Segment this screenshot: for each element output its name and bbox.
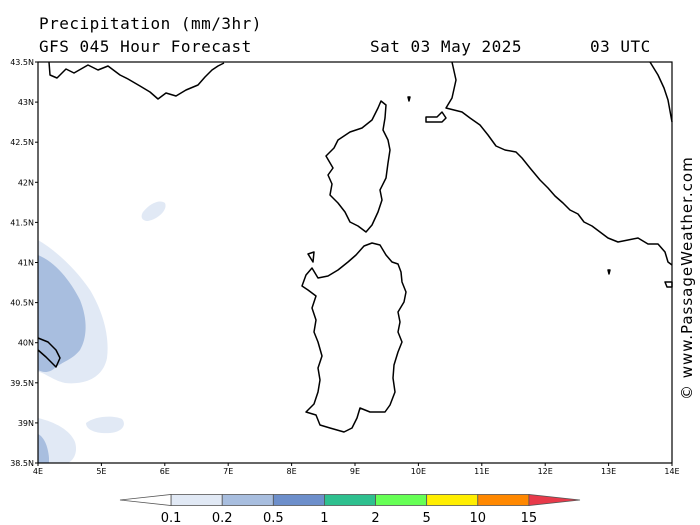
coastline-africa [37, 337, 61, 368]
lat-label: 38.5N [10, 459, 34, 468]
legend-label: 0.2 [212, 511, 233, 525]
lat-label: 42.5N [10, 138, 34, 147]
legend-label: 15 [521, 511, 538, 525]
legend-label: 2 [371, 511, 379, 525]
precip-area-light-spot-2 [86, 416, 124, 434]
latitude-axis: 43.5N 43N 42.5N 42N 41.5N 41N 40.5N 40N 39.5N 39N… [10, 58, 38, 468]
coastlines [37, 61, 673, 433]
lon-label: 13E [601, 467, 616, 476]
italy-coast-south [664, 281, 673, 288]
lon-label: 10E [411, 467, 426, 476]
legend-label: 5 [423, 511, 431, 525]
corsica-outline [325, 100, 391, 233]
legend-swatch-min [119, 494, 172, 506]
longitude-axis: 4E 5E 6E 7E 8E 9E 10E 11E 12E 13E 14E [33, 463, 680, 476]
lat-label: 39N [18, 419, 34, 428]
sardinia-small-island [307, 251, 315, 263]
forecast-time: 03 UTC [590, 37, 651, 56]
coastline-italy-east [649, 61, 673, 123]
coastline-france [48, 61, 225, 100]
precipitation-legend: 0.1 0.2 0.5 1 2 5 10 15 [119, 494, 581, 525]
legend-swatch [375, 494, 428, 506]
lon-label: 9E [350, 467, 360, 476]
map-frame [37, 61, 673, 464]
lon-label: 7E [223, 467, 233, 476]
legend-swatch [426, 494, 479, 506]
forecast-subtitle: GFS 045 Hour Forecast [39, 37, 252, 56]
lon-label: 6E [160, 467, 170, 476]
legend-swatch [170, 494, 223, 506]
precipitation-areas [38, 201, 166, 463]
legend-label: 1 [320, 511, 328, 525]
legend-label: 0.1 [161, 511, 182, 525]
coastline-italy-west [445, 61, 673, 266]
lat-label: 43N [18, 98, 34, 107]
lat-label: 42N [18, 178, 34, 187]
capraia-island [407, 96, 411, 102]
legend-label: 10 [470, 511, 487, 525]
legend-swatch [477, 494, 530, 506]
lat-label: 43.5N [10, 58, 34, 67]
lat-label: 39.5N [10, 379, 34, 388]
sardinia-outline [301, 242, 407, 433]
lon-label: 14E [664, 467, 679, 476]
lat-label: 40N [18, 339, 34, 348]
italy-island-east [607, 269, 611, 275]
legend-swatch [221, 494, 274, 506]
precip-area-medium-south [38, 434, 49, 463]
lon-label: 8E [287, 467, 297, 476]
lon-label: 4E [33, 467, 43, 476]
legend-swatch-max [528, 494, 581, 506]
lon-label: 5E [96, 467, 106, 476]
forecast-date: Sat 03 May 2025 [370, 37, 522, 56]
precip-area-medium-west [38, 255, 86, 372]
legend-swatch [324, 494, 376, 506]
map-title: Precipitation (mm/3hr) [39, 14, 262, 33]
lat-label: 41.5N [10, 218, 34, 227]
lon-label: 11E [474, 467, 489, 476]
lon-label: 12E [538, 467, 553, 476]
precip-area-light-spot-1 [141, 201, 166, 221]
lat-label: 40.5N [10, 299, 34, 308]
legend-label: 0.5 [263, 511, 284, 525]
legend-swatch [272, 494, 325, 506]
lat-label: 41N [18, 259, 34, 268]
elba-island [425, 111, 447, 123]
